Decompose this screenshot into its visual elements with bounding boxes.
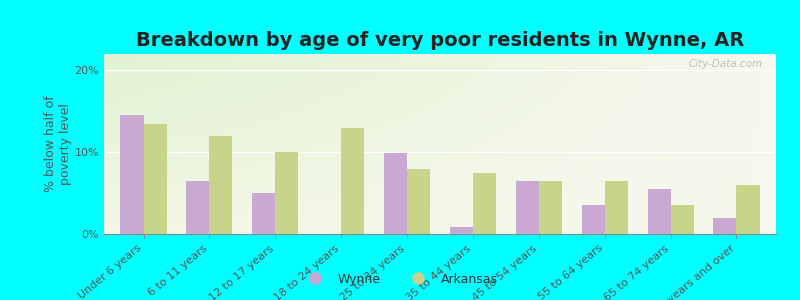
Bar bbox=[714, 218, 737, 234]
Bar bbox=[143, 124, 166, 234]
Legend: Wynne, Arkansas: Wynne, Arkansas bbox=[298, 268, 502, 291]
Bar bbox=[275, 152, 298, 234]
Bar bbox=[605, 181, 628, 234]
Title: Breakdown by age of very poor residents in Wynne, AR: Breakdown by age of very poor residents … bbox=[136, 31, 744, 50]
Bar bbox=[450, 227, 473, 234]
Bar bbox=[210, 136, 233, 234]
Bar bbox=[582, 206, 605, 234]
Bar bbox=[252, 193, 275, 234]
Bar bbox=[384, 153, 407, 234]
Bar bbox=[121, 116, 143, 234]
Text: City-Data.com: City-Data.com bbox=[689, 59, 762, 69]
Bar bbox=[407, 169, 430, 234]
Y-axis label: % below half of
poverty level: % below half of poverty level bbox=[44, 96, 72, 192]
Bar bbox=[539, 181, 562, 234]
Bar bbox=[186, 181, 210, 234]
Bar bbox=[516, 181, 539, 234]
Bar bbox=[670, 206, 694, 234]
Bar bbox=[737, 185, 759, 234]
Bar bbox=[647, 189, 670, 234]
Bar bbox=[473, 172, 496, 234]
Bar bbox=[341, 128, 364, 234]
